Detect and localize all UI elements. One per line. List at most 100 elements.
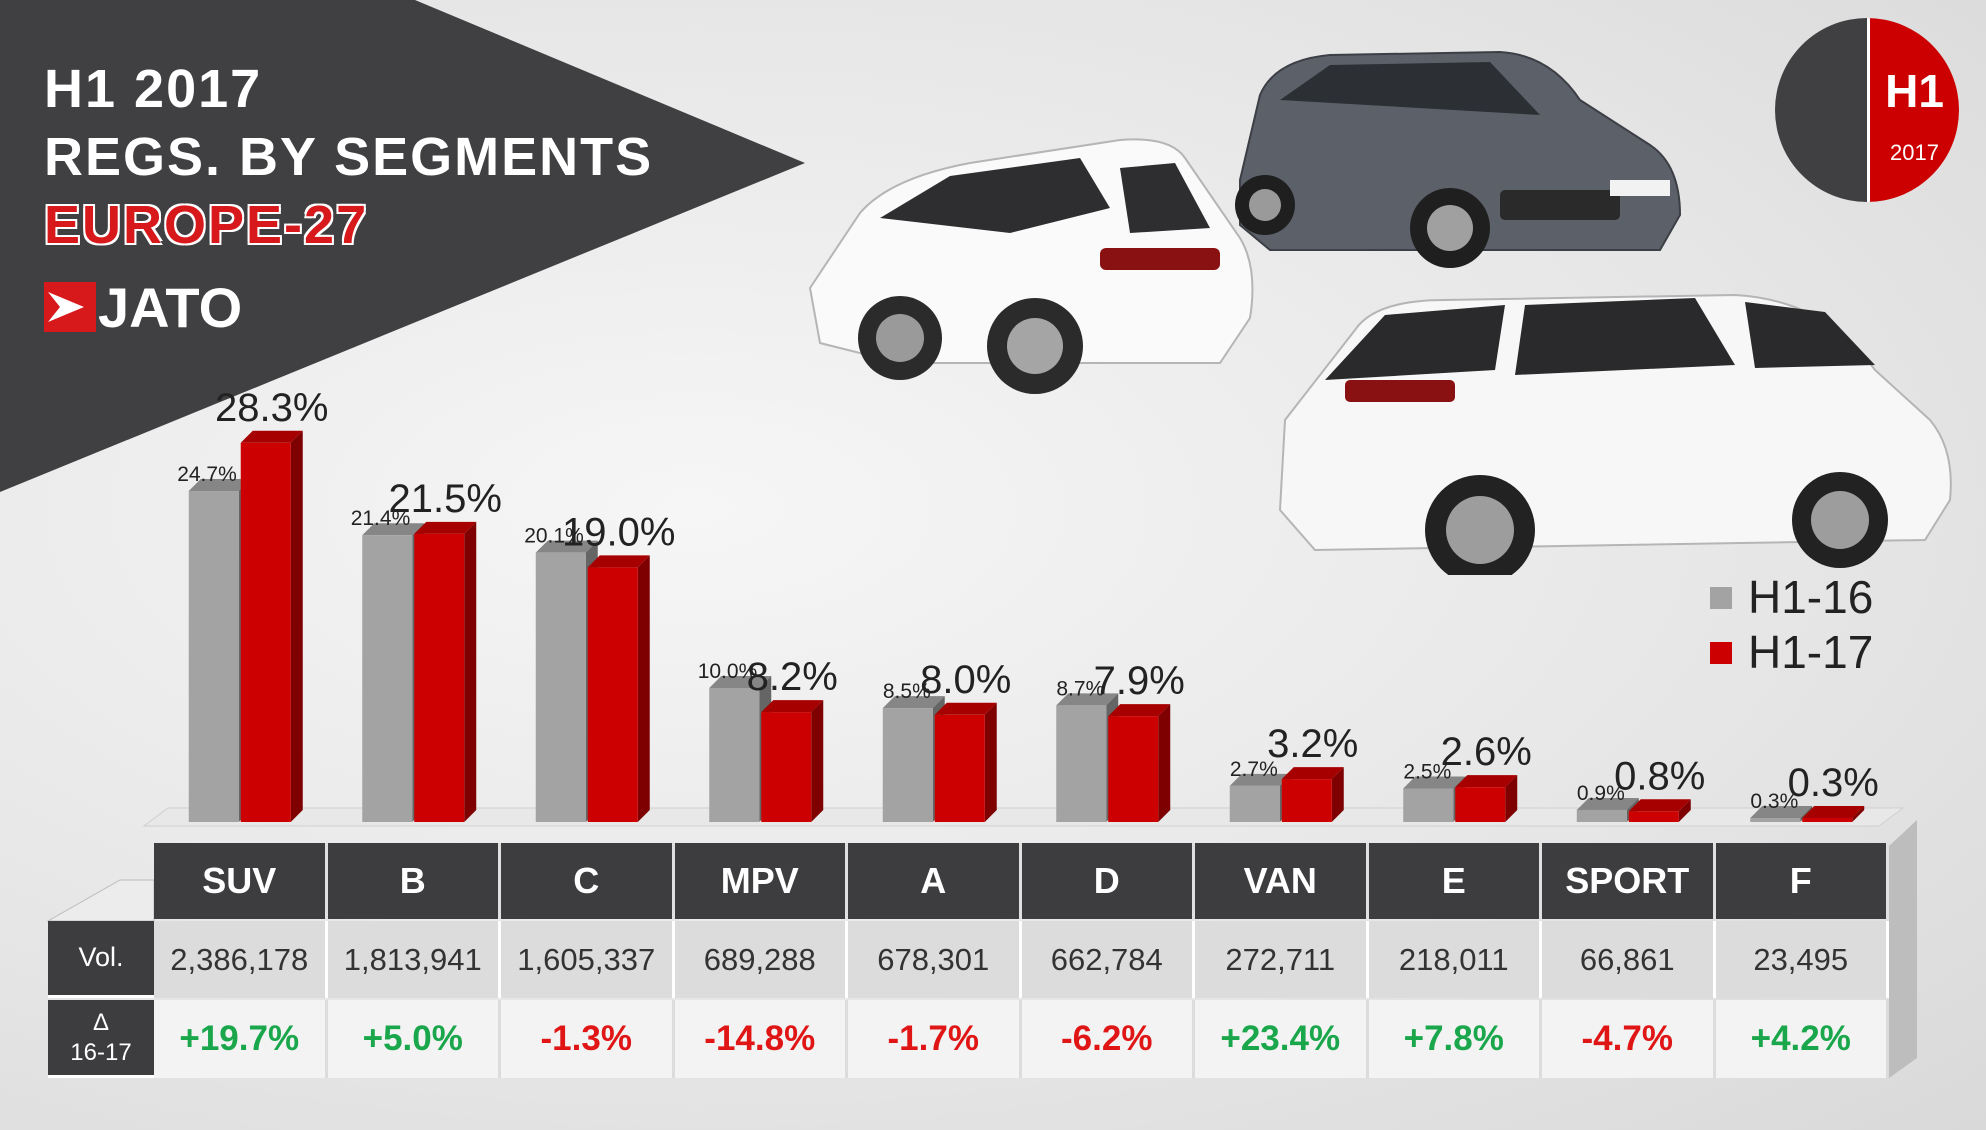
bar-h1-17-van <box>1281 779 1332 822</box>
data-label-h1-17-f: 0.3% <box>1788 761 1879 805</box>
period-badge: H1 2017 <box>1775 18 1959 202</box>
volume-cell-c: 1,605,337 <box>501 921 675 998</box>
data-label-h1-17-e: 2.6% <box>1441 730 1532 774</box>
bar-side-h1-17-c <box>637 555 650 822</box>
bar-top-h1-16-suv <box>188 479 251 492</box>
jato-logo-icon <box>44 282 96 332</box>
volume-cell-a: 678,301 <box>848 921 1022 998</box>
volume-cell-mpv: 689,288 <box>674 921 848 998</box>
data-label-h1-17-b: 21.5% <box>389 477 502 521</box>
change-cell-e: +7.8% <box>1368 1000 1542 1078</box>
bar-h1-16-f <box>1750 817 1801 822</box>
change-cell-d: -6.2% <box>1021 1000 1195 1078</box>
bar-top-h1-17-b <box>414 521 477 534</box>
bar-side-h1-17-mpv <box>811 700 824 822</box>
bar-top-h1-17-f <box>1802 805 1865 818</box>
bar-top-h1-16-d <box>1056 693 1119 706</box>
data-label-h1-17-suv: 28.3% <box>215 386 328 430</box>
bar-top-h1-17-mpv <box>761 700 824 713</box>
bar-h1-16-e <box>1403 788 1454 822</box>
bar-side-h1-17-d <box>1158 704 1171 822</box>
volume-cell-d: 662,784 <box>1021 921 1195 998</box>
bar-h1-16-van <box>1229 785 1280 822</box>
bar-top-h1-16-sport <box>1576 797 1639 810</box>
change-cell-mpv: -14.8% <box>674 1000 848 1078</box>
bar-top-h1-17-d <box>1108 704 1171 717</box>
segment-header-c: C <box>501 843 675 919</box>
bar-top-h1-16-van <box>1229 773 1292 786</box>
bar-top-h1-17-sport <box>1628 799 1691 812</box>
bar-top-h1-17-c <box>587 555 650 568</box>
data-label-h1-16-b: 21.4% <box>351 507 411 530</box>
jato-logo: JATO <box>98 276 243 339</box>
legend-label-h1-17: H1-17 <box>1748 626 1874 678</box>
bar-h1-16-d <box>1056 705 1107 822</box>
bar-h1-17-suv <box>240 442 291 822</box>
title-line-subject: REGS. BY SEGMENTS <box>44 127 654 187</box>
volume-cell-e: 218,011 <box>1368 921 1542 998</box>
data-label-h1-16-e: 2.5% <box>1403 761 1451 784</box>
segment-header-e: E <box>1368 843 1542 919</box>
bar-top-h1-16-c <box>535 540 598 553</box>
delta-row-header: Δ 16-17 <box>48 1000 154 1078</box>
bar-top-h1-16-a <box>882 696 945 709</box>
bar-top-h1-16-mpv <box>709 676 772 688</box>
data-label-h1-16-mpv: 10.0% <box>698 660 758 683</box>
bar-side-h1-17-f <box>1852 805 1865 822</box>
change-cell-sport: -4.7% <box>1542 1000 1716 1078</box>
legend-label-h1-16: H1-16 <box>1748 571 1874 623</box>
bar-h1-17-b <box>414 533 465 822</box>
bar-h1-16-c <box>535 552 586 822</box>
delta-symbol: Δ <box>92 1008 110 1036</box>
table-side-wall <box>1889 820 1917 1078</box>
white-suv-rear-image <box>808 138 1254 394</box>
vol-row-header: Vol. <box>48 921 154 998</box>
segment-header-a: A <box>848 843 1022 919</box>
data-label-h1-16-van: 2.7% <box>1230 758 1278 781</box>
bar-side-h1-17-sport <box>1678 799 1691 822</box>
bar-top-h1-17-a <box>934 702 997 715</box>
data-label-h1-16-f: 0.3% <box>1750 790 1798 813</box>
data-label-h1-16-d: 8.7% <box>1056 677 1104 700</box>
segment-header-van: VAN <box>1195 843 1369 919</box>
change-cell-b: +5.0% <box>327 1000 501 1078</box>
grey-suv-front-image <box>1235 50 1682 268</box>
segment-header-d: D <box>1021 843 1195 919</box>
volume-cell-van: 272,711 <box>1195 921 1369 998</box>
data-label-h1-17-a: 8.0% <box>920 658 1011 702</box>
bar-h1-16-mpv <box>709 688 760 822</box>
segment-header-suv: SUV <box>154 843 328 919</box>
bar-h1-17-a <box>934 714 985 822</box>
data-label-h1-17-d: 7.9% <box>1094 659 1185 703</box>
change-cell-c: -1.3% <box>501 1000 675 1078</box>
data-label-h1-16-sport: 0.9% <box>1577 782 1625 805</box>
title-line-period: H1 2017 <box>44 59 263 119</box>
data-label-h1-16-a: 8.5% <box>883 680 931 703</box>
data-label-h1-17-sport: 0.8% <box>1614 754 1705 798</box>
bar-top-h1-17-van <box>1281 767 1344 780</box>
bar-side-h1-17-a <box>984 702 997 822</box>
bar-top-h1-17-suv <box>240 430 303 443</box>
bar-top-h1-16-e <box>1403 776 1466 789</box>
data-label-h1-17-van: 3.2% <box>1267 722 1358 766</box>
bar-top-h1-16-b <box>362 523 425 536</box>
bar-h1-16-a <box>882 708 933 822</box>
change-cell-van: +23.4% <box>1195 1000 1369 1078</box>
bar-side-h1-17-van <box>1331 767 1344 822</box>
bar-h1-17-sport <box>1628 811 1679 822</box>
change-cell-f: +4.2% <box>1715 1000 1889 1078</box>
title-banner-shape <box>0 0 805 492</box>
data-label-h1-17-c: 19.0% <box>562 510 675 554</box>
bar-side-h1-17-e <box>1505 775 1518 822</box>
white-suv-peugeot-image <box>1278 293 1952 575</box>
volume-cell-suv: 2,386,178 <box>154 921 328 998</box>
title-line-region: EUROPE-27 <box>44 195 369 255</box>
data-label-h1-16-c: 20.1% <box>524 525 584 548</box>
change-cell-suv: +19.7% <box>154 1000 328 1078</box>
delta-period: 16-17 <box>70 1038 132 1066</box>
legend-swatch-h1-16 <box>1710 587 1732 609</box>
change-cell-a: -1.7% <box>848 1000 1022 1078</box>
